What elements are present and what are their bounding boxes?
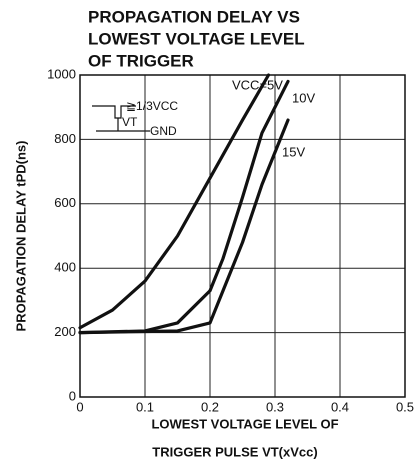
y-tick-label: 200 <box>54 324 76 339</box>
x-tick-label: 0 <box>76 399 83 414</box>
line-series <box>78 73 271 330</box>
plot-frame <box>79 74 406 398</box>
x-tick-label: 0.2 <box>201 399 219 414</box>
series-label: VCC=5V <box>232 77 283 92</box>
chart-title: OF TRIGGER <box>88 51 194 70</box>
x-tick-label: 0.1 <box>136 399 154 414</box>
trigger-inset <box>92 105 150 132</box>
y-tick-label: 400 <box>54 260 76 275</box>
series-label: 15V <box>282 144 305 159</box>
chart-title: LOWEST VOLTAGE LEVEL <box>88 29 305 48</box>
y-tick-label: 800 <box>54 131 76 146</box>
x-axis-label: LOWEST VOLTAGE LEVEL OF <box>151 416 338 431</box>
y-tick-label: 600 <box>54 195 76 210</box>
x-axis-label: TRIGGER PULSE VT(xVcc) <box>152 444 317 459</box>
x-tick-label: 0.4 <box>331 399 349 414</box>
series-label: 10V <box>292 90 315 105</box>
y-tick-label: 0 <box>69 388 76 403</box>
annotation: GND <box>150 124 177 138</box>
y-axis-label: PROPAGATION DELAY tPD(ns) <box>13 141 28 332</box>
line-series <box>78 79 290 335</box>
annotation: VT <box>122 115 138 129</box>
annotation: ≧1/3VCC <box>126 99 178 113</box>
y-tick-label: 1000 <box>47 66 76 81</box>
x-tick-label: 0.5 <box>396 399 414 414</box>
chart-title: PROPAGATION DELAY VS <box>88 7 300 26</box>
x-tick-label: 0.3 <box>266 399 284 414</box>
line-series <box>78 118 290 335</box>
